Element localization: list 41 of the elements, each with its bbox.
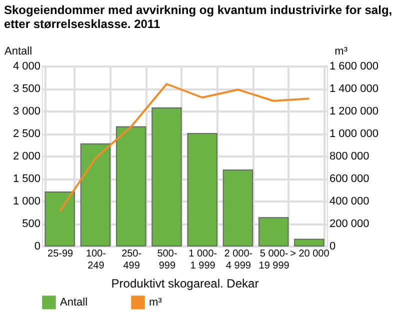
bar	[187, 133, 218, 246]
y2-tick-label: 400 000	[330, 196, 370, 208]
y2-tick-label: 800 000	[330, 150, 370, 162]
y2-tick-label: 0	[330, 240, 336, 252]
y-axis-title: Antall	[4, 46, 32, 58]
x-axis-title: Produktivt skogareal. Dekar	[111, 276, 259, 290]
y2-axis-title: m³	[334, 46, 348, 58]
x-tick-label: 100-249	[86, 248, 106, 272]
y-tick-label: 0	[34, 240, 40, 252]
bar	[80, 143, 111, 246]
y-tick-label: 2 000	[12, 150, 40, 162]
x-tick-label: 1 000-1 999	[188, 248, 217, 272]
x-tick-label: 5 000-19 999	[258, 248, 290, 272]
y-tick-label: 3 500	[12, 83, 40, 95]
y2-tick-label: 200 000	[330, 218, 370, 230]
bar	[44, 192, 75, 246]
x-tick-label: > 20 000	[290, 248, 330, 260]
bar	[294, 238, 324, 246]
x-tick-label: 500-999	[157, 248, 178, 272]
x-tick-label: 250-499	[122, 248, 142, 272]
y-tick-label: 3 000	[12, 106, 40, 118]
x-tick-label: 2 000-4 999	[224, 248, 253, 272]
y-tick-label: 500	[22, 218, 40, 230]
bar	[258, 217, 289, 246]
y2-tick-label: 1 600 000	[330, 60, 378, 72]
y-tick-label: 1 000	[12, 196, 40, 208]
x-tick-label: 25-99	[48, 248, 74, 260]
y-tick-label: 4 000	[12, 60, 40, 72]
legend-label: Antall	[60, 296, 88, 308]
bar	[152, 107, 182, 246]
y2-tick-label: 1 200 000	[330, 106, 378, 118]
y2-tick-label: 600 000	[330, 173, 370, 185]
bar	[222, 169, 254, 246]
y-tick-label: 2 500	[12, 128, 40, 140]
legend-label: m³	[149, 296, 162, 308]
y2-tick-label: 1 000 000	[330, 128, 378, 140]
chart-title: Skogeiendommer med avvirkning og kvantum industrivirke for salg, etter størrelsesklasse. 2011	[4, 3, 392, 31]
y2-tick-label: 1 400 000	[330, 83, 378, 95]
bar	[116, 126, 146, 246]
y-tick-label: 1 500	[12, 173, 40, 185]
line-series	[58, 83, 310, 212]
